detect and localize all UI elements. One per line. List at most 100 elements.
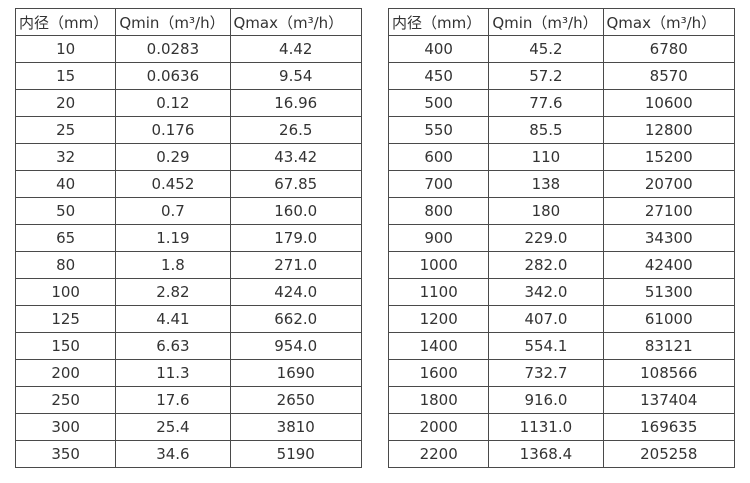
table-cell: 342.0 <box>488 278 604 306</box>
table-cell: 34.6 <box>115 440 231 468</box>
table-cell: 800 <box>387 197 490 225</box>
table-cell: 271.0 <box>229 251 362 279</box>
table-row: 125 4.41 662.0 <box>14 305 362 333</box>
table-cell: 108566 <box>602 359 735 387</box>
table-cell: 20 <box>14 89 117 117</box>
table-cell: 20700 <box>602 170 735 198</box>
table-cell: 282.0 <box>488 251 604 279</box>
table-row: 150 6.63 954.0 <box>14 332 362 360</box>
table-row: 600 110 15200 <box>387 143 735 171</box>
table-cell: 8570 <box>602 62 735 90</box>
table-row: 40 0.452 67.85 <box>14 170 362 198</box>
table-row: 10 0.0283 4.42 <box>14 35 362 63</box>
table-cell: 0.0636 <box>115 62 231 90</box>
table-cell: 662.0 <box>229 305 362 333</box>
table-cell: 554.1 <box>488 332 604 360</box>
table-cell: 65 <box>14 224 117 252</box>
table-cell: 25 <box>14 116 117 144</box>
table-row: 500 77.6 10600 <box>387 89 735 117</box>
column-header: Qmin（m³/h） <box>115 8 231 36</box>
table-cell: 40 <box>14 170 117 198</box>
table-cell: 350 <box>14 440 117 468</box>
table-cell: 1131.0 <box>488 413 604 441</box>
table-cell: 0.29 <box>115 143 231 171</box>
table-cell: 160.0 <box>229 197 362 225</box>
table-row: 50 0.7 160.0 <box>14 197 362 225</box>
table-row: 350 34.6 5190 <box>14 440 362 468</box>
table-cell: 150 <box>14 332 117 360</box>
table-cell: 16.96 <box>229 89 362 117</box>
table-header-row: 内径（mm） Qmin（m³/h） Qmax（m³/h） <box>387 8 735 36</box>
table-cell: 25.4 <box>115 413 231 441</box>
table-cell: 205258 <box>602 440 735 468</box>
table-row: 450 57.2 8570 <box>387 62 735 90</box>
table-row: 100 2.82 424.0 <box>14 278 362 306</box>
table-row: 80 1.8 271.0 <box>14 251 362 279</box>
table-cell: 138 <box>488 170 604 198</box>
table-cell: 1368.4 <box>488 440 604 468</box>
table-cell: 17.6 <box>115 386 231 414</box>
table-cell: 732.7 <box>488 359 604 387</box>
table-cell: 77.6 <box>488 89 604 117</box>
table-row: 1000 282.0 42400 <box>387 251 735 279</box>
table-cell: 11.3 <box>115 359 231 387</box>
table-cell: 2000 <box>387 413 490 441</box>
table-cell: 1690 <box>229 359 362 387</box>
table-cell: 1200 <box>387 305 490 333</box>
table-cell: 26.5 <box>229 116 362 144</box>
table-cell: 954.0 <box>229 332 362 360</box>
table-cell: 5190 <box>229 440 362 468</box>
table-cell: 1600 <box>387 359 490 387</box>
table-row: 1100 342.0 51300 <box>387 278 735 306</box>
table-row: 2000 1131.0 169635 <box>387 413 735 441</box>
table-cell: 2.82 <box>115 278 231 306</box>
column-header: Qmin（m³/h） <box>488 8 604 36</box>
table-cell: 0.452 <box>115 170 231 198</box>
table-cell: 9.54 <box>229 62 362 90</box>
table-row: 32 0.29 43.42 <box>14 143 362 171</box>
table-cell: 1800 <box>387 386 490 414</box>
table-row: 250 17.6 2650 <box>14 386 362 414</box>
table-cell: 85.5 <box>488 116 604 144</box>
table-cell: 4.42 <box>229 35 362 63</box>
table-cell: 250 <box>14 386 117 414</box>
table-row: 65 1.19 179.0 <box>14 224 362 252</box>
table-cell: 2650 <box>229 386 362 414</box>
table-cell: 179.0 <box>229 224 362 252</box>
column-header: 内径（mm） <box>14 8 117 36</box>
table-cell: 550 <box>387 116 490 144</box>
table-cell: 0.0283 <box>115 35 231 63</box>
table-cell: 3810 <box>229 413 362 441</box>
table-row: 400 45.2 6780 <box>387 35 735 63</box>
table-row: 15 0.0636 9.54 <box>14 62 362 90</box>
table-cell: 300 <box>14 413 117 441</box>
table-cell: 2200 <box>387 440 490 468</box>
table-row: 700 138 20700 <box>387 170 735 198</box>
table-cell: 15200 <box>602 143 735 171</box>
table-cell: 10600 <box>602 89 735 117</box>
table-cell: 400 <box>387 35 490 63</box>
column-header: Qmax（m³/h） <box>229 8 362 36</box>
table-cell: 80 <box>14 251 117 279</box>
table-header-row: 内径（mm） Qmin（m³/h） Qmax（m³/h） <box>14 8 362 36</box>
table-cell: 424.0 <box>229 278 362 306</box>
table-row: 900 229.0 34300 <box>387 224 735 252</box>
table-cell: 0.12 <box>115 89 231 117</box>
table-cell: 200 <box>14 359 117 387</box>
table-cell: 229.0 <box>488 224 604 252</box>
table-cell: 110 <box>488 143 604 171</box>
table-cell: 1400 <box>387 332 490 360</box>
table-row: 1200 407.0 61000 <box>387 305 735 333</box>
table-cell: 32 <box>14 143 117 171</box>
table-cell: 450 <box>387 62 490 90</box>
table-cell: 6780 <box>602 35 735 63</box>
table-cell: 0.7 <box>115 197 231 225</box>
table-row: 200 11.3 1690 <box>14 359 362 387</box>
table-cell: 4.41 <box>115 305 231 333</box>
table-row: 1600 732.7 108566 <box>387 359 735 387</box>
table-row: 1800 916.0 137404 <box>387 386 735 414</box>
table-cell: 169635 <box>602 413 735 441</box>
table-cell: 100 <box>14 278 117 306</box>
table-cell: 42400 <box>602 251 735 279</box>
